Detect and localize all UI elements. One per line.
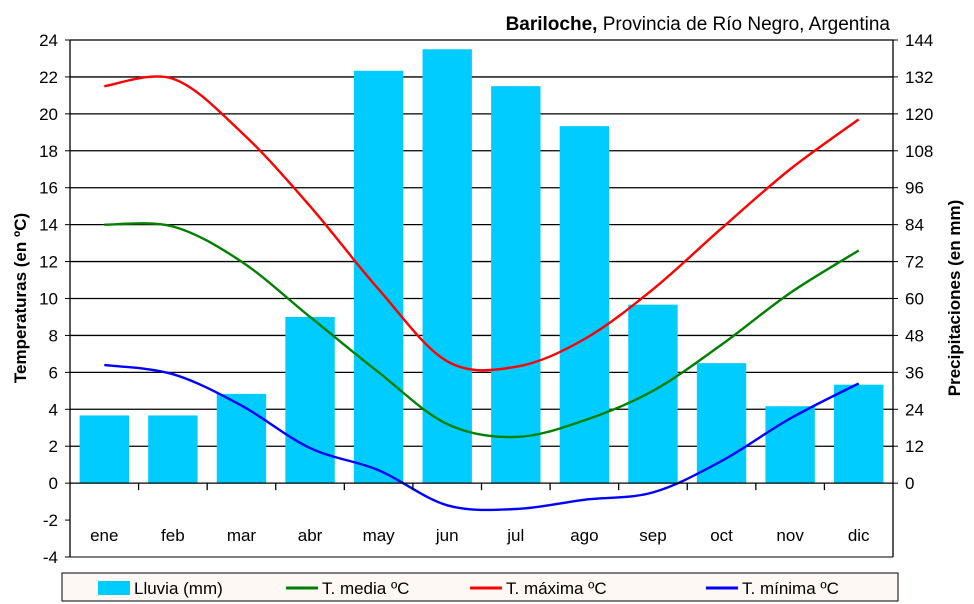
right-tick-label: 60 bbox=[905, 290, 924, 309]
left-tick-label: 14 bbox=[39, 216, 58, 235]
left-tick-label: 10 bbox=[39, 290, 58, 309]
category-labels: ene feb mar abr may jun jul ago sep oct nov dic bbox=[90, 526, 870, 545]
rain-bar bbox=[353, 70, 404, 484]
rain-bar bbox=[834, 384, 884, 484]
legend-label: T. mínima ºC bbox=[742, 579, 839, 598]
category-label: sep bbox=[639, 526, 666, 545]
rain-bar bbox=[491, 86, 541, 484]
rain-bar bbox=[216, 393, 267, 484]
left-tick-label: 12 bbox=[39, 253, 58, 272]
category-label: ene bbox=[90, 526, 118, 545]
rain-bar bbox=[422, 49, 472, 484]
rain-bar bbox=[559, 126, 610, 484]
legend: Lluvia (mm) T. media ºC T. máxima ºC T. mín… bbox=[61, 572, 899, 602]
rain-bar bbox=[696, 363, 747, 484]
legend-swatch bbox=[98, 581, 130, 595]
chart-title: Bariloche, Provincia de Río Negro, Argen… bbox=[506, 14, 891, 35]
right-axis-ticks: 0 12 24 36 48 60 72 84 96 108 120 132 144 bbox=[893, 31, 933, 493]
category-label: nov bbox=[776, 526, 804, 545]
right-tick-label: 84 bbox=[905, 216, 924, 235]
line-t--media--c bbox=[104, 222, 860, 439]
left-tick-label: 6 bbox=[49, 363, 58, 382]
left-tick-label: 24 bbox=[39, 31, 58, 50]
legend-label: T. media ºC bbox=[322, 579, 409, 598]
right-tick-label: 12 bbox=[905, 437, 924, 456]
category-label: may bbox=[363, 526, 396, 545]
rain-bar bbox=[148, 415, 198, 484]
right-tick-label: 72 bbox=[905, 253, 924, 272]
category-label: oct bbox=[710, 526, 733, 545]
right-tick-label: 144 bbox=[905, 31, 933, 50]
rain-bar bbox=[628, 304, 678, 484]
line-t--m-nima--c bbox=[104, 363, 860, 512]
left-tick-label: 8 bbox=[49, 326, 58, 345]
category-label: dic bbox=[848, 526, 870, 545]
left-tick-label: 0 bbox=[49, 474, 58, 493]
category-label: mar bbox=[227, 526, 257, 545]
left-tick-label: -4 bbox=[43, 548, 58, 567]
rain-bar bbox=[79, 415, 129, 484]
temperature-lines bbox=[104, 75, 860, 512]
right-axis-label: Precipitaciones (en mm) bbox=[945, 200, 964, 397]
gridlines bbox=[70, 39, 893, 447]
title-region: Provincia de Río Negro, Argentina bbox=[597, 14, 890, 35]
right-tick-label: 120 bbox=[905, 105, 933, 124]
left-tick-label: 2 bbox=[49, 437, 58, 456]
rain-bar bbox=[285, 316, 335, 484]
right-tick-label: 36 bbox=[905, 363, 924, 382]
right-tick-label: 0 bbox=[905, 474, 914, 493]
category-label: abr bbox=[298, 526, 323, 545]
right-tick-label: 48 bbox=[905, 326, 924, 345]
left-axis-label: Temperaturas (en ºC) bbox=[11, 213, 30, 383]
legend-label: T. máxima ºC bbox=[506, 579, 607, 598]
right-tick-label: 24 bbox=[905, 400, 924, 419]
line-t--m-xima--c bbox=[104, 75, 860, 372]
right-tick-label: 96 bbox=[905, 179, 924, 198]
left-tick-label: -2 bbox=[43, 511, 58, 530]
legend-label: Lluvia (mm) bbox=[134, 579, 223, 598]
category-label: ago bbox=[570, 526, 598, 545]
right-tick-label: 132 bbox=[905, 68, 933, 87]
left-tick-label: 16 bbox=[39, 179, 58, 198]
axes bbox=[69, 39, 894, 558]
rain-bars bbox=[79, 49, 884, 484]
category-label: jun bbox=[435, 526, 459, 545]
left-tick-label: 20 bbox=[39, 105, 58, 124]
right-tick-label: 108 bbox=[905, 142, 933, 161]
category-label: feb bbox=[161, 526, 185, 545]
left-tick-label: 22 bbox=[39, 68, 58, 87]
category-label: jul bbox=[506, 526, 524, 545]
left-tick-label: 18 bbox=[39, 142, 58, 161]
left-tick-label: 4 bbox=[49, 400, 58, 419]
title-city: Bariloche, bbox=[506, 14, 598, 35]
